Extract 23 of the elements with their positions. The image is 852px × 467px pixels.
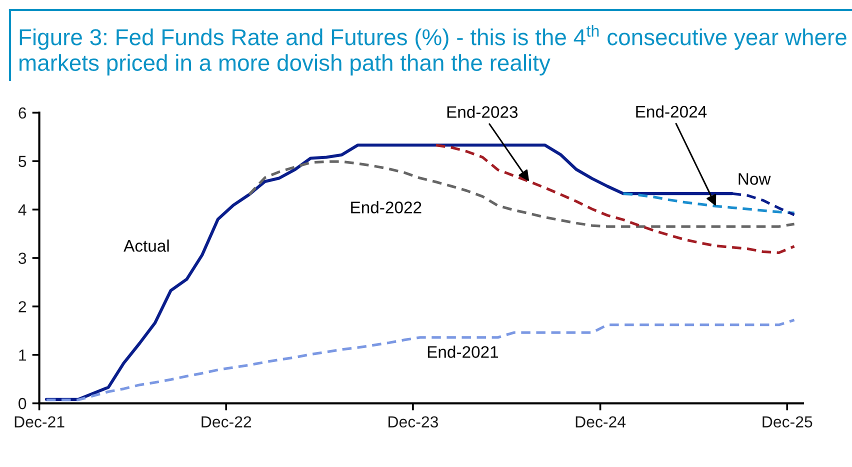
- y-tick-label: 0: [18, 398, 26, 410]
- series-label: Actual: [124, 240, 169, 252]
- line-series: [248, 160, 796, 228]
- y-tick-label: 3: [18, 252, 26, 264]
- chart-title: Figure 3: Fed Funds Rate and Futures (%) - this is the 4$^{th}$ consecutive year where markets priced in a more dovish path than the reality: [20, 25, 846, 76]
- series-label: End-2022: [351, 201, 422, 214]
- line-series: [622, 192, 796, 214]
- series-label: End-2021: [428, 346, 498, 358]
- x-tick-label: Dec-22: [202, 416, 252, 428]
- y-tick-label: 1: [19, 350, 26, 361]
- x-tick-label: Dec-21: [14, 416, 64, 428]
- x-tick-label: Dec-25: [762, 416, 812, 428]
- x-tick-label: Dec-23: [388, 416, 438, 428]
- x-tick-label: Dec-24: [576, 416, 626, 428]
- series-label: End-2023: [447, 106, 518, 118]
- y-tick-label: 6: [18, 107, 26, 119]
- line-series: [434, 144, 796, 254]
- y-tick-label: 2: [18, 301, 26, 312]
- series-label: Now: [738, 173, 771, 185]
- y-tick-label: 4: [18, 204, 26, 216]
- line-series: [45, 318, 796, 402]
- y-tick-label: 5: [18, 156, 26, 168]
- text: End-2024: [636, 105, 707, 118]
